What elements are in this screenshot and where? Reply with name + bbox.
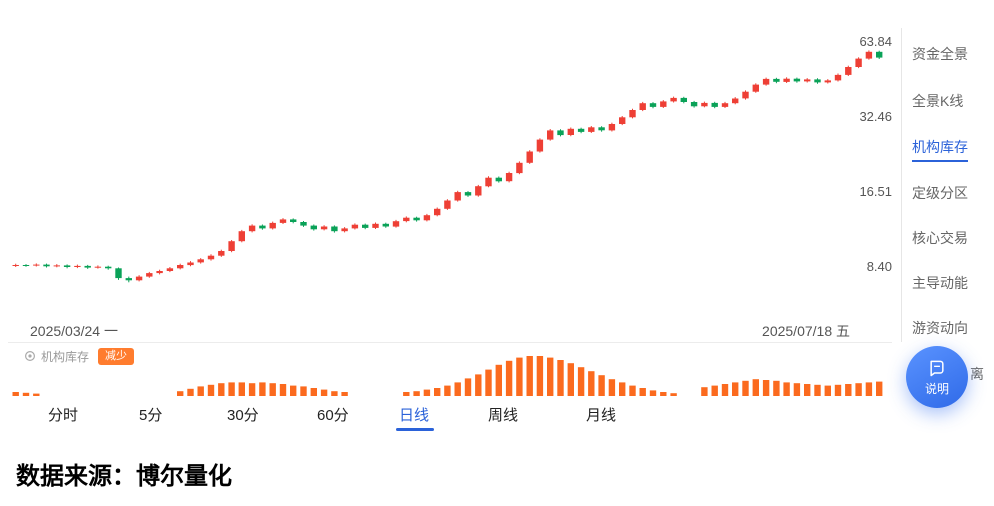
sidebar-item-panorama-kline[interactable]: 全景K线 bbox=[912, 93, 964, 109]
period-tabs: 分时 5分 30分 60分 日线 周线 月线 bbox=[8, 400, 892, 432]
date-end-label: 2025/07/18 五 bbox=[762, 323, 850, 339]
gear-icon bbox=[24, 350, 36, 362]
kline-chart-region[interactable]: 63.84 32.46 16.51 8.40 2025/03/24 一 2025/07… bbox=[8, 28, 892, 343]
indicator-name-label: 机构库存 bbox=[41, 349, 90, 364]
sidebar-item-institution-inventory[interactable]: 机构库存 bbox=[912, 137, 968, 162]
manual-icon bbox=[927, 358, 947, 381]
sidebar-item-fund-panorama[interactable]: 资金全景 bbox=[912, 46, 968, 62]
candlestick-canvas[interactable] bbox=[8, 28, 892, 320]
tab-daily[interactable]: 日线 bbox=[399, 407, 430, 424]
sidebar-item-dominant-momentum[interactable]: 主导动能 bbox=[912, 275, 968, 291]
tab-30min[interactable]: 30分 bbox=[227, 407, 259, 424]
sidebar-menu: 资金全景 全景K线 机构库存 定级分区 核心交易 主导动能 游资动向 离 bbox=[910, 0, 994, 420]
active-tab-underline bbox=[396, 428, 434, 431]
indicator-row: 机构库存 减少 bbox=[24, 347, 135, 365]
sidebar-item-partially-hidden[interactable]: 离 bbox=[970, 366, 984, 382]
data-source-label: 数据来源：博尔量化 bbox=[16, 463, 232, 490]
tab-60min[interactable]: 60分 bbox=[317, 407, 349, 424]
tab-intraday[interactable]: 分时 bbox=[48, 407, 79, 424]
vertical-divider bbox=[901, 28, 902, 342]
indicator-status-badge: 减少 bbox=[98, 347, 135, 365]
sidebar-item-core-trading[interactable]: 核心交易 bbox=[912, 230, 968, 246]
sidebar-item-grade-zone[interactable]: 定级分区 bbox=[912, 185, 968, 201]
tab-monthly[interactable]: 月线 bbox=[586, 407, 617, 424]
tab-weekly[interactable]: 周线 bbox=[488, 407, 519, 424]
help-button[interactable]: 说明 bbox=[906, 346, 968, 408]
date-start-label: 2025/03/24 一 bbox=[30, 323, 118, 339]
inventory-bars-canvas bbox=[12, 356, 883, 396]
sidebar-item-hot-money[interactable]: 游资动向 bbox=[912, 320, 968, 336]
help-button-label: 说明 bbox=[924, 382, 949, 396]
tab-5min[interactable]: 5分 bbox=[139, 407, 163, 424]
date-axis: 2025/03/24 一 2025/07/18 五 bbox=[8, 321, 892, 341]
